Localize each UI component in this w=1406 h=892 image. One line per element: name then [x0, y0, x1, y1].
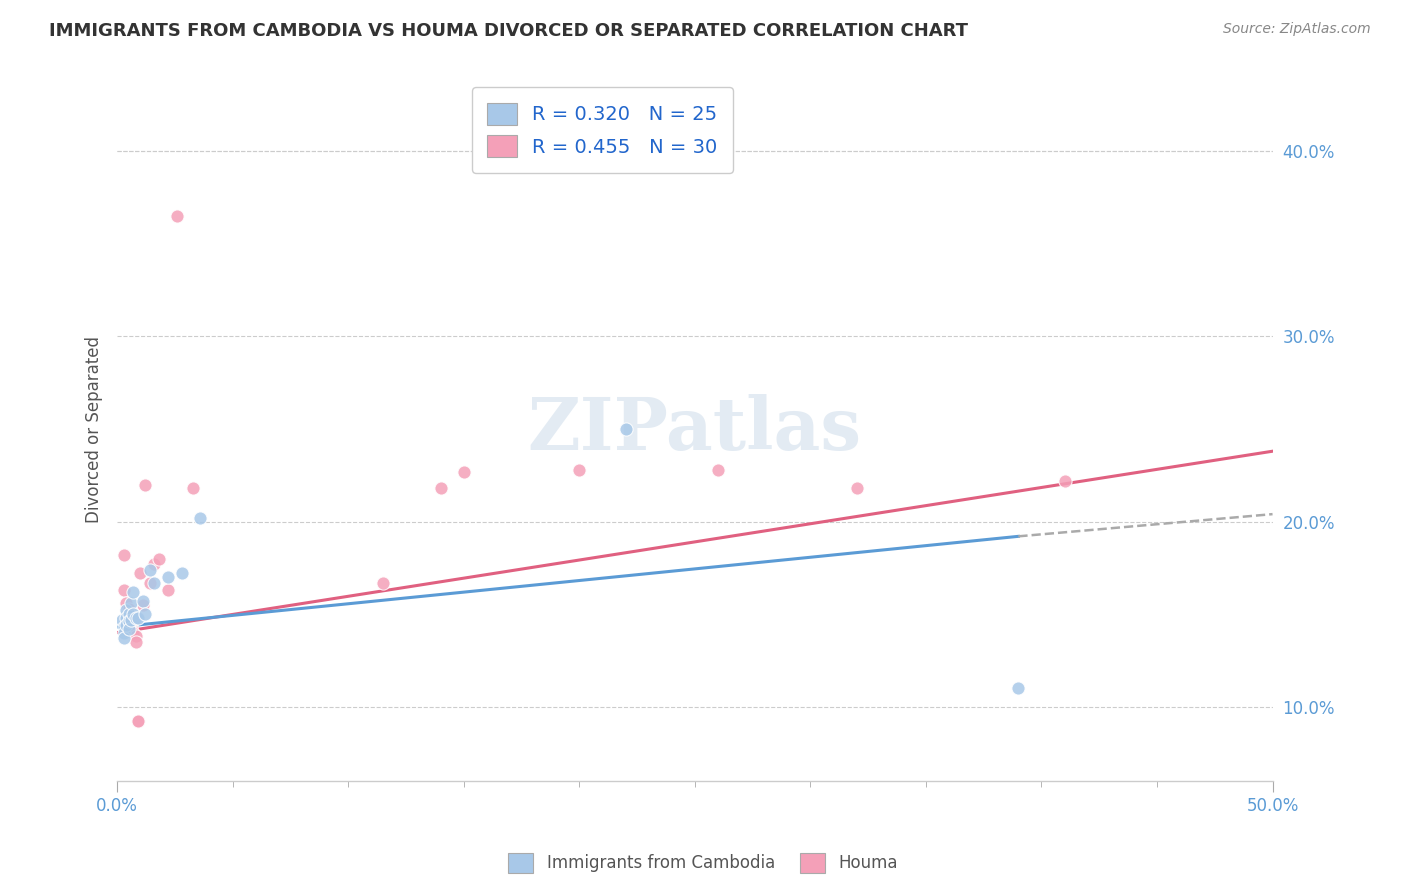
Point: [112, 620, 135, 634]
Y-axis label: Divorced or Separated: Divorced or Separated: [86, 335, 103, 523]
Point: [122, 585, 145, 599]
Point: [111, 613, 134, 627]
Point: [127, 714, 149, 729]
Point: [112, 582, 135, 597]
Text: ZIPatlas: ZIPatlas: [527, 393, 862, 465]
Point: [118, 607, 141, 621]
Text: Source: ZipAtlas.com: Source: ZipAtlas.com: [1223, 22, 1371, 37]
Point: [138, 563, 160, 577]
Point: [190, 511, 212, 525]
Point: [1007, 681, 1029, 695]
Point: [143, 557, 166, 571]
Point: [122, 613, 145, 627]
Point: [131, 598, 153, 612]
Point: [118, 613, 141, 627]
Point: [122, 625, 145, 640]
Point: [134, 477, 156, 491]
Point: [129, 566, 152, 581]
Point: [118, 622, 141, 636]
Legend: Immigrants from Cambodia, Houma: Immigrants from Cambodia, Houma: [502, 847, 904, 880]
Point: [845, 481, 868, 495]
Point: [118, 601, 141, 615]
Point: [138, 575, 160, 590]
Point: [115, 596, 138, 610]
Point: [115, 611, 138, 625]
Point: [371, 575, 394, 590]
Point: [124, 629, 146, 643]
Point: [429, 481, 451, 495]
Point: [118, 615, 141, 629]
Point: [118, 607, 141, 621]
Point: [120, 613, 142, 627]
Point: [120, 620, 142, 634]
Point: [122, 607, 145, 621]
Point: [148, 551, 170, 566]
Point: [707, 463, 730, 477]
Text: IMMIGRANTS FROM CAMBODIA VS HOUMA DIVORCED OR SEPARATED CORRELATION CHART: IMMIGRANTS FROM CAMBODIA VS HOUMA DIVORC…: [49, 22, 969, 40]
Point: [127, 611, 149, 625]
Point: [124, 611, 146, 625]
Point: [166, 209, 188, 223]
Point: [614, 422, 637, 436]
Point: [134, 607, 156, 621]
Legend: R = 0.320   N = 25, R = 0.455   N = 30: R = 0.320 N = 25, R = 0.455 N = 30: [472, 87, 733, 173]
Point: [112, 625, 135, 640]
Point: [143, 575, 166, 590]
Point: [1053, 474, 1076, 488]
Point: [568, 463, 591, 477]
Point: [115, 618, 138, 632]
Point: [453, 465, 475, 479]
Point: [112, 548, 135, 562]
Point: [183, 481, 205, 495]
Point: [120, 596, 142, 610]
Point: [127, 714, 149, 729]
Point: [170, 566, 193, 581]
Point: [120, 616, 142, 631]
Point: [157, 570, 180, 584]
Point: [157, 582, 180, 597]
Point: [131, 594, 153, 608]
Point: [124, 635, 146, 649]
Point: [112, 631, 135, 645]
Point: [115, 603, 138, 617]
